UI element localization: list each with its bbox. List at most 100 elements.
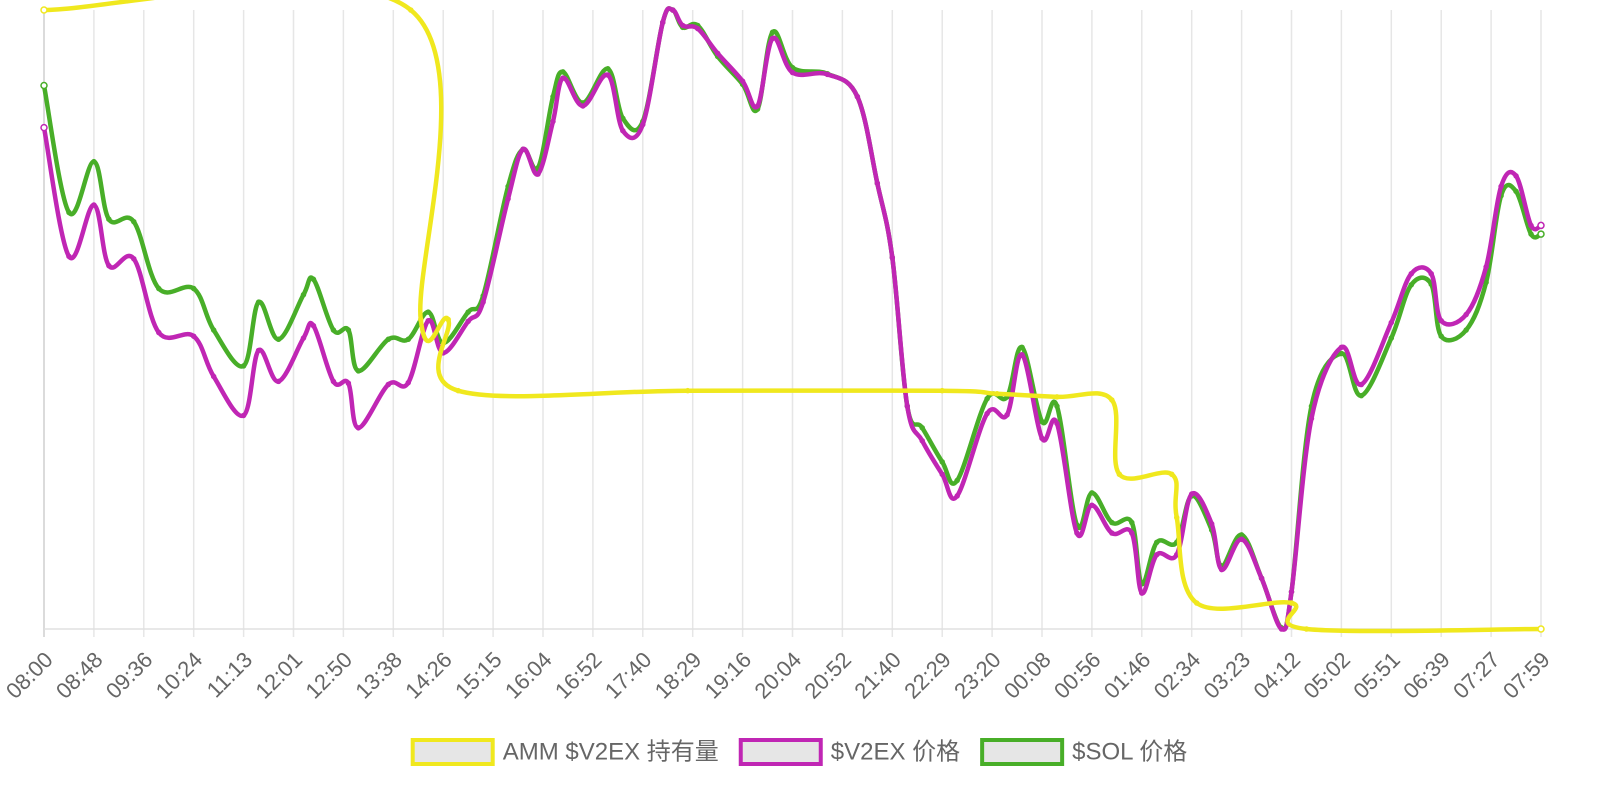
data-point[interactable] [255, 347, 262, 354]
data-point[interactable] [1154, 539, 1160, 546]
data-point[interactable] [465, 309, 471, 315]
data-point[interactable] [954, 477, 960, 484]
data-point[interactable] [190, 333, 197, 339]
data-point[interactable] [939, 387, 945, 394]
data-point[interactable] [91, 202, 97, 208]
data-point[interactable] [684, 387, 691, 394]
data-point[interactable] [1278, 626, 1285, 632]
data-point[interactable] [1238, 536, 1245, 542]
data-point[interactable] [1208, 521, 1215, 527]
data-point[interactable] [106, 216, 112, 222]
data-point[interactable] [1109, 519, 1115, 526]
data-point[interactable] [156, 329, 162, 336]
data-point[interactable] [1463, 311, 1469, 318]
data-point[interactable] [694, 25, 701, 32]
data-point[interactable] [417, 316, 424, 323]
data-point[interactable] [1109, 530, 1115, 536]
data-point[interactable] [1288, 589, 1295, 595]
data-point[interactable] [1438, 333, 1444, 339]
data-point[interactable] [520, 146, 526, 153]
data-point[interactable] [1129, 530, 1135, 536]
data-point[interactable] [240, 412, 247, 419]
data-point[interactable] [739, 78, 746, 84]
data-point[interactable] [1129, 519, 1135, 526]
data-point[interactable] [550, 93, 556, 100]
data-point[interactable] [560, 75, 566, 81]
data-point[interactable] [310, 276, 317, 283]
data-point[interactable] [91, 158, 97, 165]
data-point[interactable] [1218, 566, 1225, 573]
data-point[interactable] [40, 6, 48, 14]
data-point[interactable] [954, 493, 960, 499]
data-point[interactable] [106, 262, 112, 269]
data-point[interactable] [1054, 420, 1060, 427]
data-point[interactable] [300, 335, 307, 341]
data-point[interactable] [1019, 352, 1025, 358]
data-point[interactable] [240, 363, 247, 369]
data-point[interactable] [40, 123, 48, 132]
data-point[interactable] [1388, 335, 1395, 341]
data-point[interactable] [425, 309, 431, 315]
data-point[interactable] [131, 218, 137, 225]
legend-item-2[interactable]: $SOL 价格 [980, 738, 1187, 766]
data-point[interactable] [310, 322, 317, 329]
data-point[interactable] [1054, 394, 1060, 400]
data-point[interactable] [1173, 514, 1180, 521]
data-point[interactable] [66, 253, 72, 260]
data-point[interactable] [275, 378, 282, 385]
data-point[interactable] [355, 368, 362, 374]
data-point[interactable] [535, 171, 541, 177]
data-point[interactable] [505, 196, 511, 202]
data-point[interactable] [605, 72, 611, 78]
data-point[interactable] [1388, 319, 1395, 326]
data-point[interactable] [660, 19, 666, 26]
data-point[interactable] [984, 410, 990, 417]
data-point[interactable] [1039, 435, 1045, 442]
data-point[interactable] [1537, 625, 1545, 633]
legend-item-1[interactable]: $V2EX 价格 [738, 738, 960, 766]
legend-item-0[interactable]: AMM $V2EX 持有量 [410, 738, 719, 766]
data-point[interactable] [580, 103, 586, 109]
data-point[interactable] [1109, 397, 1115, 403]
data-point[interactable] [939, 459, 945, 465]
data-point[interactable] [1513, 173, 1519, 179]
data-point[interactable] [345, 327, 352, 333]
data-point[interactable] [1338, 344, 1345, 351]
data-point[interactable] [40, 81, 48, 90]
data-point[interactable] [919, 425, 925, 431]
data-point[interactable] [1089, 490, 1095, 496]
data-point[interactable] [405, 336, 412, 343]
data-point[interactable] [425, 317, 431, 324]
data-point[interactable] [889, 254, 896, 261]
data-point[interactable] [156, 285, 162, 292]
data-point[interactable] [455, 387, 461, 394]
data-point[interactable] [1438, 317, 1444, 324]
data-point[interactable] [874, 180, 881, 187]
data-point[interactable] [1168, 471, 1175, 477]
data-point[interactable] [1039, 418, 1045, 425]
data-point[interactable] [131, 256, 137, 262]
data-point[interactable] [824, 71, 831, 78]
data-point[interactable] [1019, 344, 1025, 351]
data-point[interactable] [1358, 392, 1365, 399]
data-point[interactable] [345, 380, 352, 387]
data-point[interactable] [1089, 502, 1095, 508]
data-point[interactable] [1528, 222, 1534, 229]
data-point[interactable] [1537, 230, 1545, 238]
data-point[interactable] [1528, 231, 1534, 237]
data-point[interactable] [640, 121, 646, 128]
data-point[interactable] [1139, 590, 1145, 596]
data-point[interactable] [679, 22, 686, 29]
data-point[interactable] [445, 316, 451, 323]
data-point[interactable] [255, 299, 262, 305]
data-point[interactable] [408, 7, 414, 13]
data-point[interactable] [919, 438, 925, 444]
data-point[interactable] [1074, 530, 1080, 536]
data-point[interactable] [984, 395, 990, 402]
data-point[interactable] [300, 291, 307, 298]
data-point[interactable] [480, 299, 486, 305]
data-point[interactable] [66, 209, 72, 216]
data-point[interactable] [1408, 282, 1415, 288]
data-point[interactable] [620, 127, 626, 134]
data-point[interactable] [1288, 600, 1295, 606]
